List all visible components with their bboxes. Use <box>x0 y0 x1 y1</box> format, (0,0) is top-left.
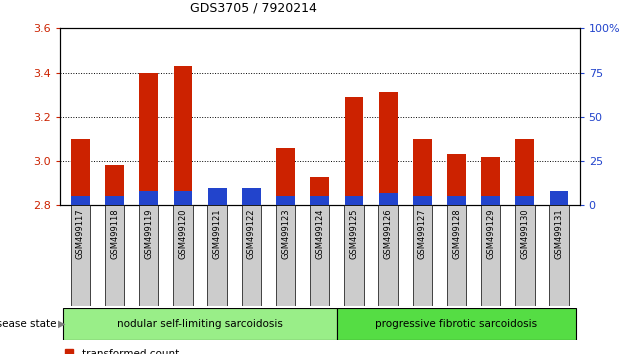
Text: GSM499121: GSM499121 <box>213 209 222 259</box>
Bar <box>139 73 158 205</box>
Text: GSM499130: GSM499130 <box>520 209 529 259</box>
Text: GSM499118: GSM499118 <box>110 209 119 259</box>
Text: nodular self-limiting sarcoidosis: nodular self-limiting sarcoidosis <box>117 319 283 329</box>
Text: GSM499125: GSM499125 <box>350 209 358 259</box>
Bar <box>276 148 295 205</box>
FancyBboxPatch shape <box>344 205 364 306</box>
Text: GSM499122: GSM499122 <box>247 209 256 259</box>
Text: GSM499123: GSM499123 <box>281 209 290 259</box>
Text: GSM499119: GSM499119 <box>144 209 153 259</box>
Text: GSM499120: GSM499120 <box>178 209 188 259</box>
FancyBboxPatch shape <box>549 205 569 306</box>
Bar <box>345 196 364 205</box>
FancyBboxPatch shape <box>241 205 261 306</box>
Bar <box>447 196 466 205</box>
FancyBboxPatch shape <box>105 205 124 306</box>
Bar <box>345 97 364 205</box>
Text: GDS3705 / 7920214: GDS3705 / 7920214 <box>190 1 317 14</box>
FancyBboxPatch shape <box>173 205 193 306</box>
Bar <box>71 139 89 205</box>
Bar <box>515 139 534 205</box>
FancyBboxPatch shape <box>413 205 432 306</box>
FancyBboxPatch shape <box>310 205 329 306</box>
Text: ▶: ▶ <box>58 319 66 329</box>
Bar <box>173 191 192 205</box>
Text: progressive fibrotic sarcoidosis: progressive fibrotic sarcoidosis <box>375 319 537 329</box>
Bar <box>105 196 124 205</box>
FancyBboxPatch shape <box>447 205 466 306</box>
Text: disease state: disease state <box>0 319 57 329</box>
Bar <box>242 188 261 205</box>
Bar <box>105 165 124 205</box>
FancyBboxPatch shape <box>207 205 227 306</box>
Bar <box>208 201 227 205</box>
Bar <box>71 196 89 205</box>
Bar <box>447 154 466 205</box>
FancyBboxPatch shape <box>139 205 159 306</box>
Bar <box>413 139 432 205</box>
Bar <box>242 199 261 205</box>
FancyBboxPatch shape <box>379 205 398 306</box>
Bar <box>276 196 295 205</box>
Bar <box>481 156 500 205</box>
Bar <box>311 177 329 205</box>
FancyBboxPatch shape <box>276 205 295 306</box>
Text: GSM499124: GSM499124 <box>315 209 324 259</box>
Bar <box>379 193 398 205</box>
FancyBboxPatch shape <box>71 205 90 306</box>
Bar <box>63 308 337 340</box>
Bar <box>413 196 432 205</box>
FancyBboxPatch shape <box>515 205 535 306</box>
Text: GSM499128: GSM499128 <box>452 209 461 259</box>
Bar <box>481 196 500 205</box>
Bar <box>337 308 576 340</box>
Bar <box>515 196 534 205</box>
Bar <box>311 196 329 205</box>
Legend: transformed count, percentile rank within the sample: transformed count, percentile rank withi… <box>65 349 258 354</box>
Text: GSM499126: GSM499126 <box>384 209 392 259</box>
Bar <box>379 92 398 205</box>
Text: GSM499131: GSM499131 <box>554 209 564 259</box>
Text: GSM499129: GSM499129 <box>486 209 495 259</box>
FancyBboxPatch shape <box>481 205 500 306</box>
Bar <box>173 66 192 205</box>
Bar <box>139 191 158 205</box>
Text: GSM499117: GSM499117 <box>76 209 85 259</box>
Bar <box>208 188 227 205</box>
Bar <box>550 191 568 205</box>
Text: GSM499127: GSM499127 <box>418 209 427 259</box>
